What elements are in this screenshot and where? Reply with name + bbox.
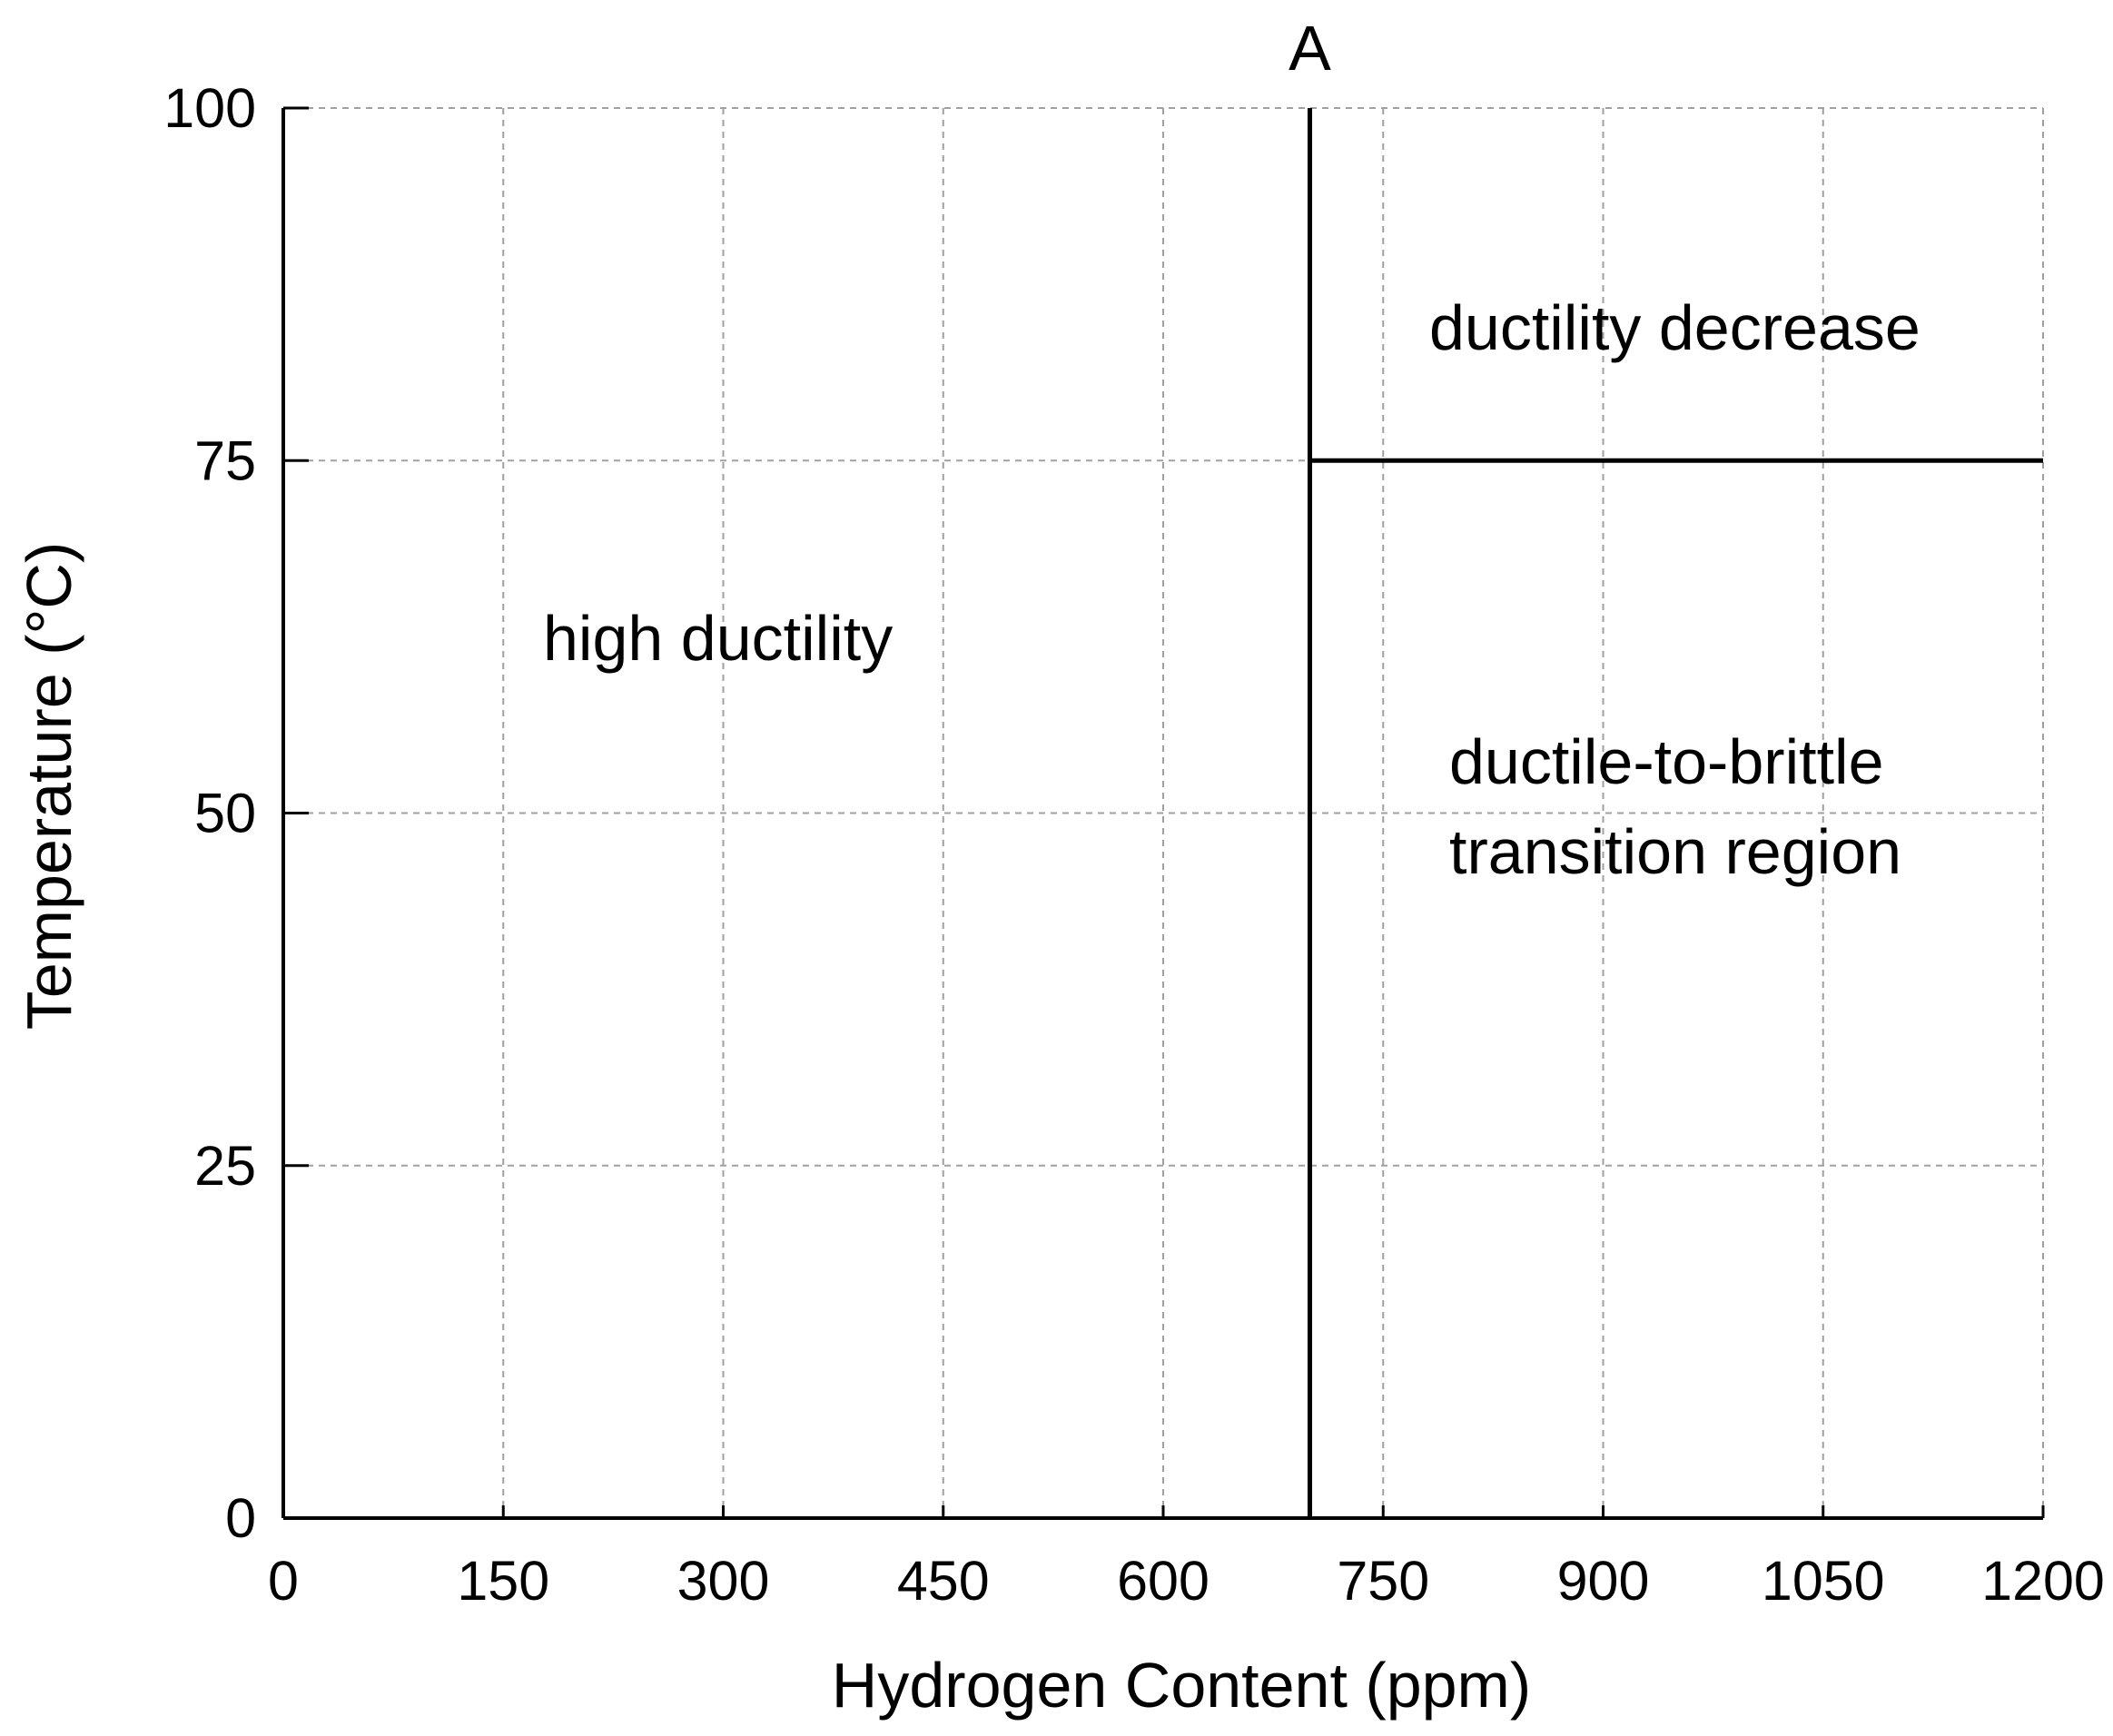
x-tick-label: 450	[897, 1550, 990, 1612]
tick-labels: 0 150 300 450 600 750 900 1050 1200 0 25 50 75 100	[163, 77, 2105, 1612]
x-tick-label: 0	[268, 1550, 299, 1612]
region-label: ductility decrease	[1429, 292, 1920, 363]
x-tick-label: 1050	[1762, 1550, 1885, 1612]
y-axis-title: Temperature (°C)	[14, 542, 84, 1031]
y-tick-label: 0	[225, 1487, 256, 1549]
y-tick-label: 25	[194, 1135, 256, 1197]
x-tick-label: 300	[677, 1550, 770, 1612]
tick-marks	[281, 106, 2045, 1520]
x-tick-label: 600	[1117, 1550, 1210, 1612]
region-label: high ductility	[543, 603, 893, 674]
boundary-lines	[1308, 108, 2043, 1518]
region-label: ductile-to-brittle	[1449, 726, 1884, 797]
x-tick-label: 900	[1557, 1550, 1650, 1612]
y-tick-label: 75	[194, 429, 256, 491]
region-label: transition region	[1449, 816, 1901, 887]
x-tick-label: 150	[457, 1550, 549, 1612]
y-tick-label: 100	[163, 77, 256, 139]
x-axis-title: Hydrogen Content (ppm)	[832, 1650, 1531, 1721]
marker-label-a: A	[1289, 13, 1331, 84]
x-tick-label: 750	[1337, 1550, 1429, 1612]
x-tick-label: 1200	[1981, 1550, 2105, 1612]
y-tick-label: 50	[194, 783, 256, 844]
